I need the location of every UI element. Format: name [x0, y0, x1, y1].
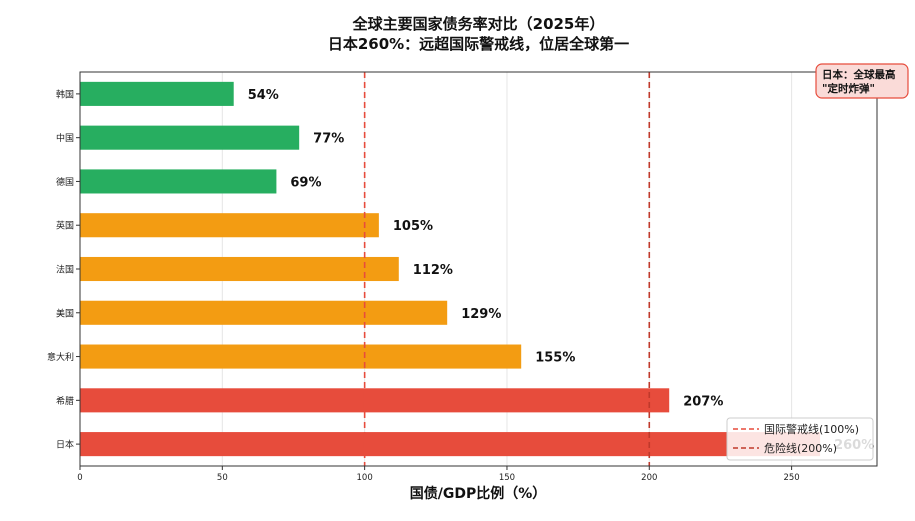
y-tick-label-4: 法国	[56, 264, 74, 276]
bar-1	[80, 125, 300, 150]
bar-7	[80, 388, 670, 413]
bar-3	[80, 213, 379, 238]
value-label-7: 207%	[683, 394, 723, 409]
reference-line-layer	[363, 72, 651, 466]
x-tick-layer: 0 50 100 150 200 250	[77, 466, 800, 483]
x-tick-label-250: 250	[783, 473, 799, 483]
value-label-0: 54%	[248, 88, 279, 103]
x-tick-label-150: 150	[499, 473, 515, 483]
chart-title: 全球主要国家债务率对比（2025年）	[352, 15, 605, 33]
legend: 国际警戒线(100%) 危险线(200%)	[726, 417, 874, 461]
y-tick-label-1: 中国	[56, 132, 74, 144]
x-axis-label: 国债/GDP比例（%）	[410, 485, 547, 502]
value-label-1: 77%	[313, 132, 344, 147]
value-label-5: 129%	[461, 307, 501, 322]
bar-4	[80, 256, 399, 282]
x-tick-label-200: 200	[641, 473, 657, 483]
legend-label-warning: 国际警戒线(100%)	[764, 422, 859, 436]
value-label-2: 69%	[290, 175, 321, 190]
bar-6	[80, 344, 522, 369]
value-label-3: 105%	[393, 219, 433, 234]
bar-layer	[80, 81, 821, 457]
y-tick-label-7: 希腊	[56, 395, 74, 407]
annotation-box	[815, 63, 909, 99]
y-tick-label-8: 日本	[56, 439, 74, 451]
bar-0	[80, 81, 234, 106]
annotation-line-2: "定时炸弹"	[822, 82, 875, 95]
y-tick-label-0: 韩国	[56, 88, 74, 100]
chart-subtitle: 日本260%：远超国际警戒线，位居全球第一	[327, 35, 630, 53]
y-tick-label-6: 意大利	[47, 351, 74, 363]
annotation-callout: 日本：全球最高 "定时炸弹"	[815, 63, 909, 99]
bar-2	[80, 169, 277, 194]
value-label-4: 112%	[413, 263, 453, 278]
bar-8	[80, 432, 821, 457]
bar-5	[80, 300, 448, 325]
value-label-6: 155%	[535, 351, 575, 366]
x-tick-label-50: 50	[217, 473, 228, 483]
x-tick-label-100: 100	[357, 473, 373, 483]
y-tick-label-5: 美国	[56, 307, 74, 319]
legend-box	[726, 417, 874, 461]
annotation-line-1: 日本：全球最高	[822, 68, 896, 81]
y-tick-label-2: 德国	[56, 176, 74, 188]
legend-label-danger: 危险线(200%)	[764, 441, 837, 455]
y-tick-label-3: 英国	[56, 220, 74, 232]
x-tick-label-0: 0	[77, 473, 82, 483]
